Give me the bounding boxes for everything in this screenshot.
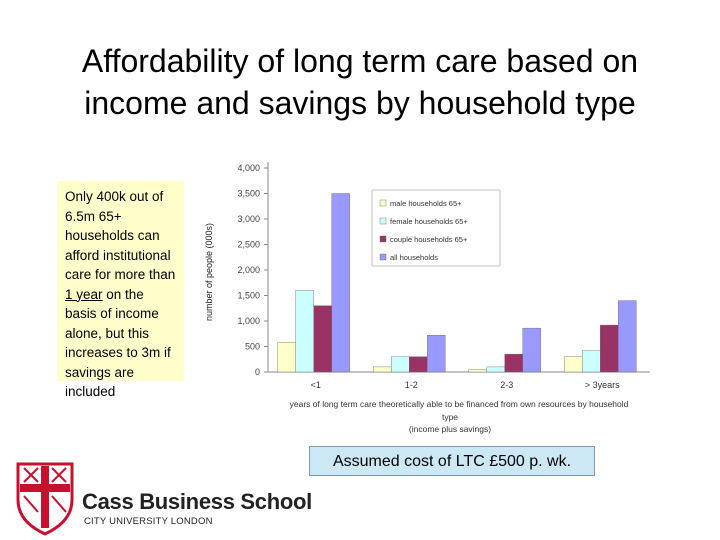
bar-1: [373, 366, 392, 373]
legend-swatch: [379, 217, 387, 225]
x-axis-title-line-3: (income plus savings): [409, 424, 491, 434]
y-tick-label: 2,000: [237, 265, 260, 275]
title-line-2: income and savings by household type: [84, 85, 636, 121]
x-tick-label: 2-3: [500, 380, 513, 390]
bar-1: [564, 356, 583, 373]
callout-underlined-text: 1 year: [65, 286, 103, 302]
bar-4: [331, 193, 350, 373]
school-subtitle: CITY UNIVERSITY LONDON: [84, 516, 213, 527]
legend-label: couple households 65+: [390, 235, 468, 244]
slide-title: Affordability of long term care based on…: [0, 40, 720, 124]
legend-box: [371, 189, 501, 267]
title-line-1: Affordability of long term care based on: [81, 43, 639, 79]
y-tick-label: 4,000: [237, 163, 260, 173]
callout-text-end: on the basis of income alone, but this i…: [65, 286, 171, 400]
y-tick-label: 2,500: [237, 240, 260, 250]
cass-crest-logo: [16, 462, 74, 536]
callout-text-start: Only 400k out of 6.5m 65+ households can…: [65, 189, 176, 282]
legend-swatch: [379, 199, 387, 207]
bar-1: [277, 342, 296, 373]
bar-3: [409, 356, 428, 373]
bar-3: [504, 353, 523, 373]
bar-2: [391, 356, 410, 373]
legend-label: all households: [390, 253, 438, 262]
bar-3: [600, 324, 619, 373]
y-tick-label: 1,500: [237, 291, 260, 301]
bar-1: [468, 369, 487, 373]
legend-swatch: [379, 235, 387, 243]
bar-4: [618, 300, 637, 373]
bar-2: [582, 350, 601, 373]
legend-label: female households 65+: [390, 217, 468, 226]
legend-label: male households 65+: [390, 199, 462, 208]
x-axis-title-line-2: type: [442, 412, 458, 422]
y-tick-label: 3,500: [237, 189, 260, 199]
bar-2: [486, 366, 505, 373]
y-tick-label: 3,000: [237, 214, 260, 224]
bar-2: [295, 290, 314, 373]
x-tick-label: > 3years: [585, 380, 620, 390]
legend-swatch: [379, 253, 387, 261]
bar-3: [313, 305, 332, 373]
x-tick-label: <1: [311, 380, 321, 390]
bar-4: [427, 335, 446, 373]
y-axis-title: number of people (000s): [204, 223, 214, 321]
school-name: Cass Business School: [82, 489, 312, 514]
bar-4: [522, 327, 541, 373]
y-tick-label: 500: [245, 342, 260, 352]
x-tick-label: 1-2: [405, 380, 418, 390]
assumption-note: Assumed cost of LTC £500 p. wk.: [309, 446, 595, 476]
callout-box: Only 400k out of 6.5m 65+ households can…: [57, 181, 184, 399]
y-tick-label: 0: [255, 367, 260, 377]
x-axis-title-line-1: years of long term care theoretically ab…: [290, 399, 629, 409]
y-tick-label: 1,000: [237, 316, 260, 326]
